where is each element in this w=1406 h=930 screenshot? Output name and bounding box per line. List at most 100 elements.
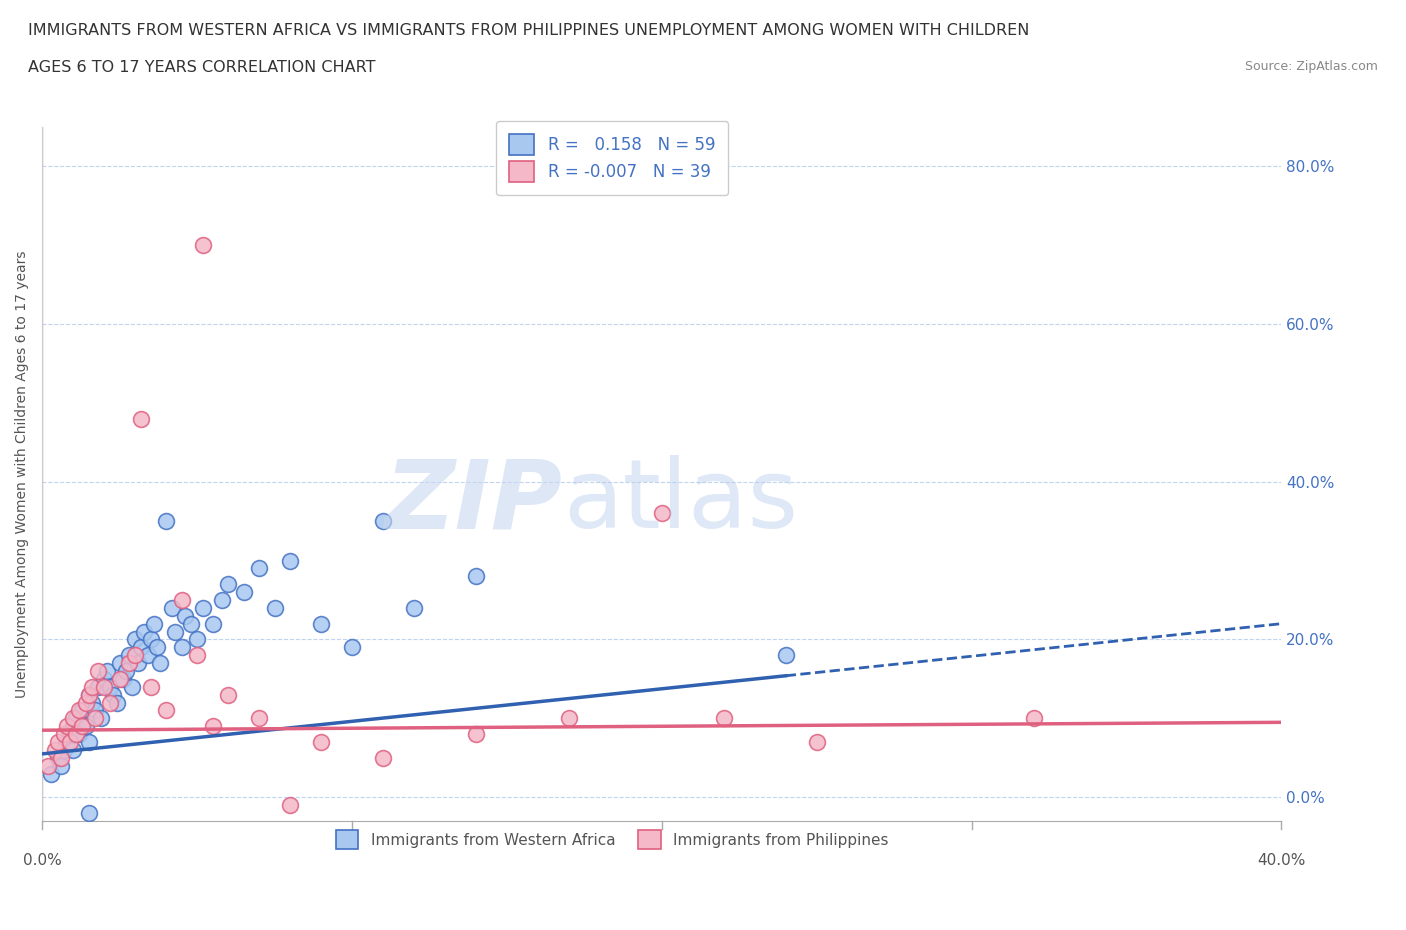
Text: 0.0%: 0.0% (22, 853, 62, 868)
Point (775, 648, 797, 663)
Point (139, 632, 162, 647)
Point (217, 577, 239, 591)
Point (103, 687, 125, 702)
Point (309, 617, 332, 631)
Point (80, 695, 103, 710)
Point (118, 648, 141, 663)
Point (806, 735, 828, 750)
Point (62, 742, 84, 757)
Point (193, 601, 215, 616)
Point (67, 703, 90, 718)
Point (49, 758, 72, 773)
Point (80, 680, 103, 695)
Point (1022, 711, 1045, 725)
Point (558, 711, 581, 725)
Text: AGES 6 TO 17 YEARS CORRELATION CHART: AGES 6 TO 17 YEARS CORRELATION CHART (28, 60, 375, 75)
Point (77, 805, 100, 820)
Point (105, 695, 128, 710)
Point (371, 751, 394, 765)
Text: IMMIGRANTS FROM WESTERN AFRICA VS IMMIGRANTS FROM PHILIPPINES UNEMPLOYMENT AMONG: IMMIGRANTS FROM WESTERN AFRICA VS IMMIGR… (28, 23, 1029, 38)
Point (87, 664, 110, 679)
Point (155, 513, 177, 528)
Point (77, 735, 100, 750)
Point (121, 680, 143, 695)
Point (90, 711, 112, 725)
Point (278, 553, 301, 568)
Point (56, 719, 79, 734)
Point (67, 726, 90, 741)
Point (65, 711, 87, 725)
Point (111, 671, 134, 686)
Point (170, 592, 193, 607)
Point (118, 656, 141, 671)
Point (72, 719, 94, 734)
Point (165, 624, 187, 639)
Y-axis label: Unemployment Among Women with Children Ages 6 to 17 years: Unemployment Among Women with Children A… (15, 250, 30, 698)
Point (131, 411, 153, 426)
Point (131, 640, 153, 655)
Text: Source: ZipAtlas.com: Source: ZipAtlas.com (1244, 60, 1378, 73)
Point (211, 592, 233, 607)
Text: atlas: atlas (562, 455, 797, 548)
Point (232, 585, 254, 600)
Point (96, 664, 118, 679)
Point (59, 726, 82, 741)
Point (173, 608, 195, 623)
Point (56, 735, 79, 750)
Point (62, 719, 84, 734)
Point (37, 758, 59, 773)
Point (62, 711, 84, 725)
Point (46, 751, 69, 765)
Point (41, 766, 63, 781)
Point (217, 687, 239, 702)
Point (149, 656, 172, 671)
Point (139, 680, 162, 695)
Point (186, 632, 208, 647)
Point (402, 601, 425, 616)
Point (162, 601, 184, 616)
Point (127, 656, 149, 671)
Point (180, 617, 202, 631)
Point (77, 687, 100, 702)
Point (87, 680, 110, 695)
Point (83, 703, 105, 718)
Point (93, 671, 115, 686)
Point (52, 726, 75, 741)
Point (263, 601, 285, 616)
Text: ZIP: ZIP (385, 455, 562, 548)
Text: 40.0%: 40.0% (1257, 853, 1306, 868)
Point (201, 719, 224, 734)
Point (146, 640, 169, 655)
Point (340, 640, 363, 655)
Point (52, 742, 75, 757)
Point (44, 742, 66, 757)
Point (93, 680, 115, 695)
Point (134, 624, 156, 639)
Point (75, 695, 97, 710)
Point (49, 751, 72, 765)
Point (247, 561, 270, 576)
Point (186, 648, 208, 663)
Point (59, 735, 82, 750)
Point (115, 664, 138, 679)
Point (108, 656, 131, 671)
Point (309, 735, 332, 750)
Point (98, 680, 121, 695)
Point (46, 735, 69, 750)
Point (713, 711, 735, 725)
Point (193, 237, 215, 252)
Point (124, 648, 146, 663)
Point (136, 648, 159, 663)
Point (75, 719, 97, 734)
Legend: Immigrants from Western Africa, Immigrants from Philippines: Immigrants from Western Africa, Immigran… (329, 824, 896, 855)
Point (371, 513, 394, 528)
Point (170, 640, 193, 655)
Point (72, 703, 94, 718)
Point (155, 703, 177, 718)
Point (83, 711, 105, 725)
Point (65, 726, 87, 741)
Point (98, 695, 121, 710)
Point (651, 506, 673, 521)
Point (124, 632, 146, 647)
Point (278, 798, 301, 813)
